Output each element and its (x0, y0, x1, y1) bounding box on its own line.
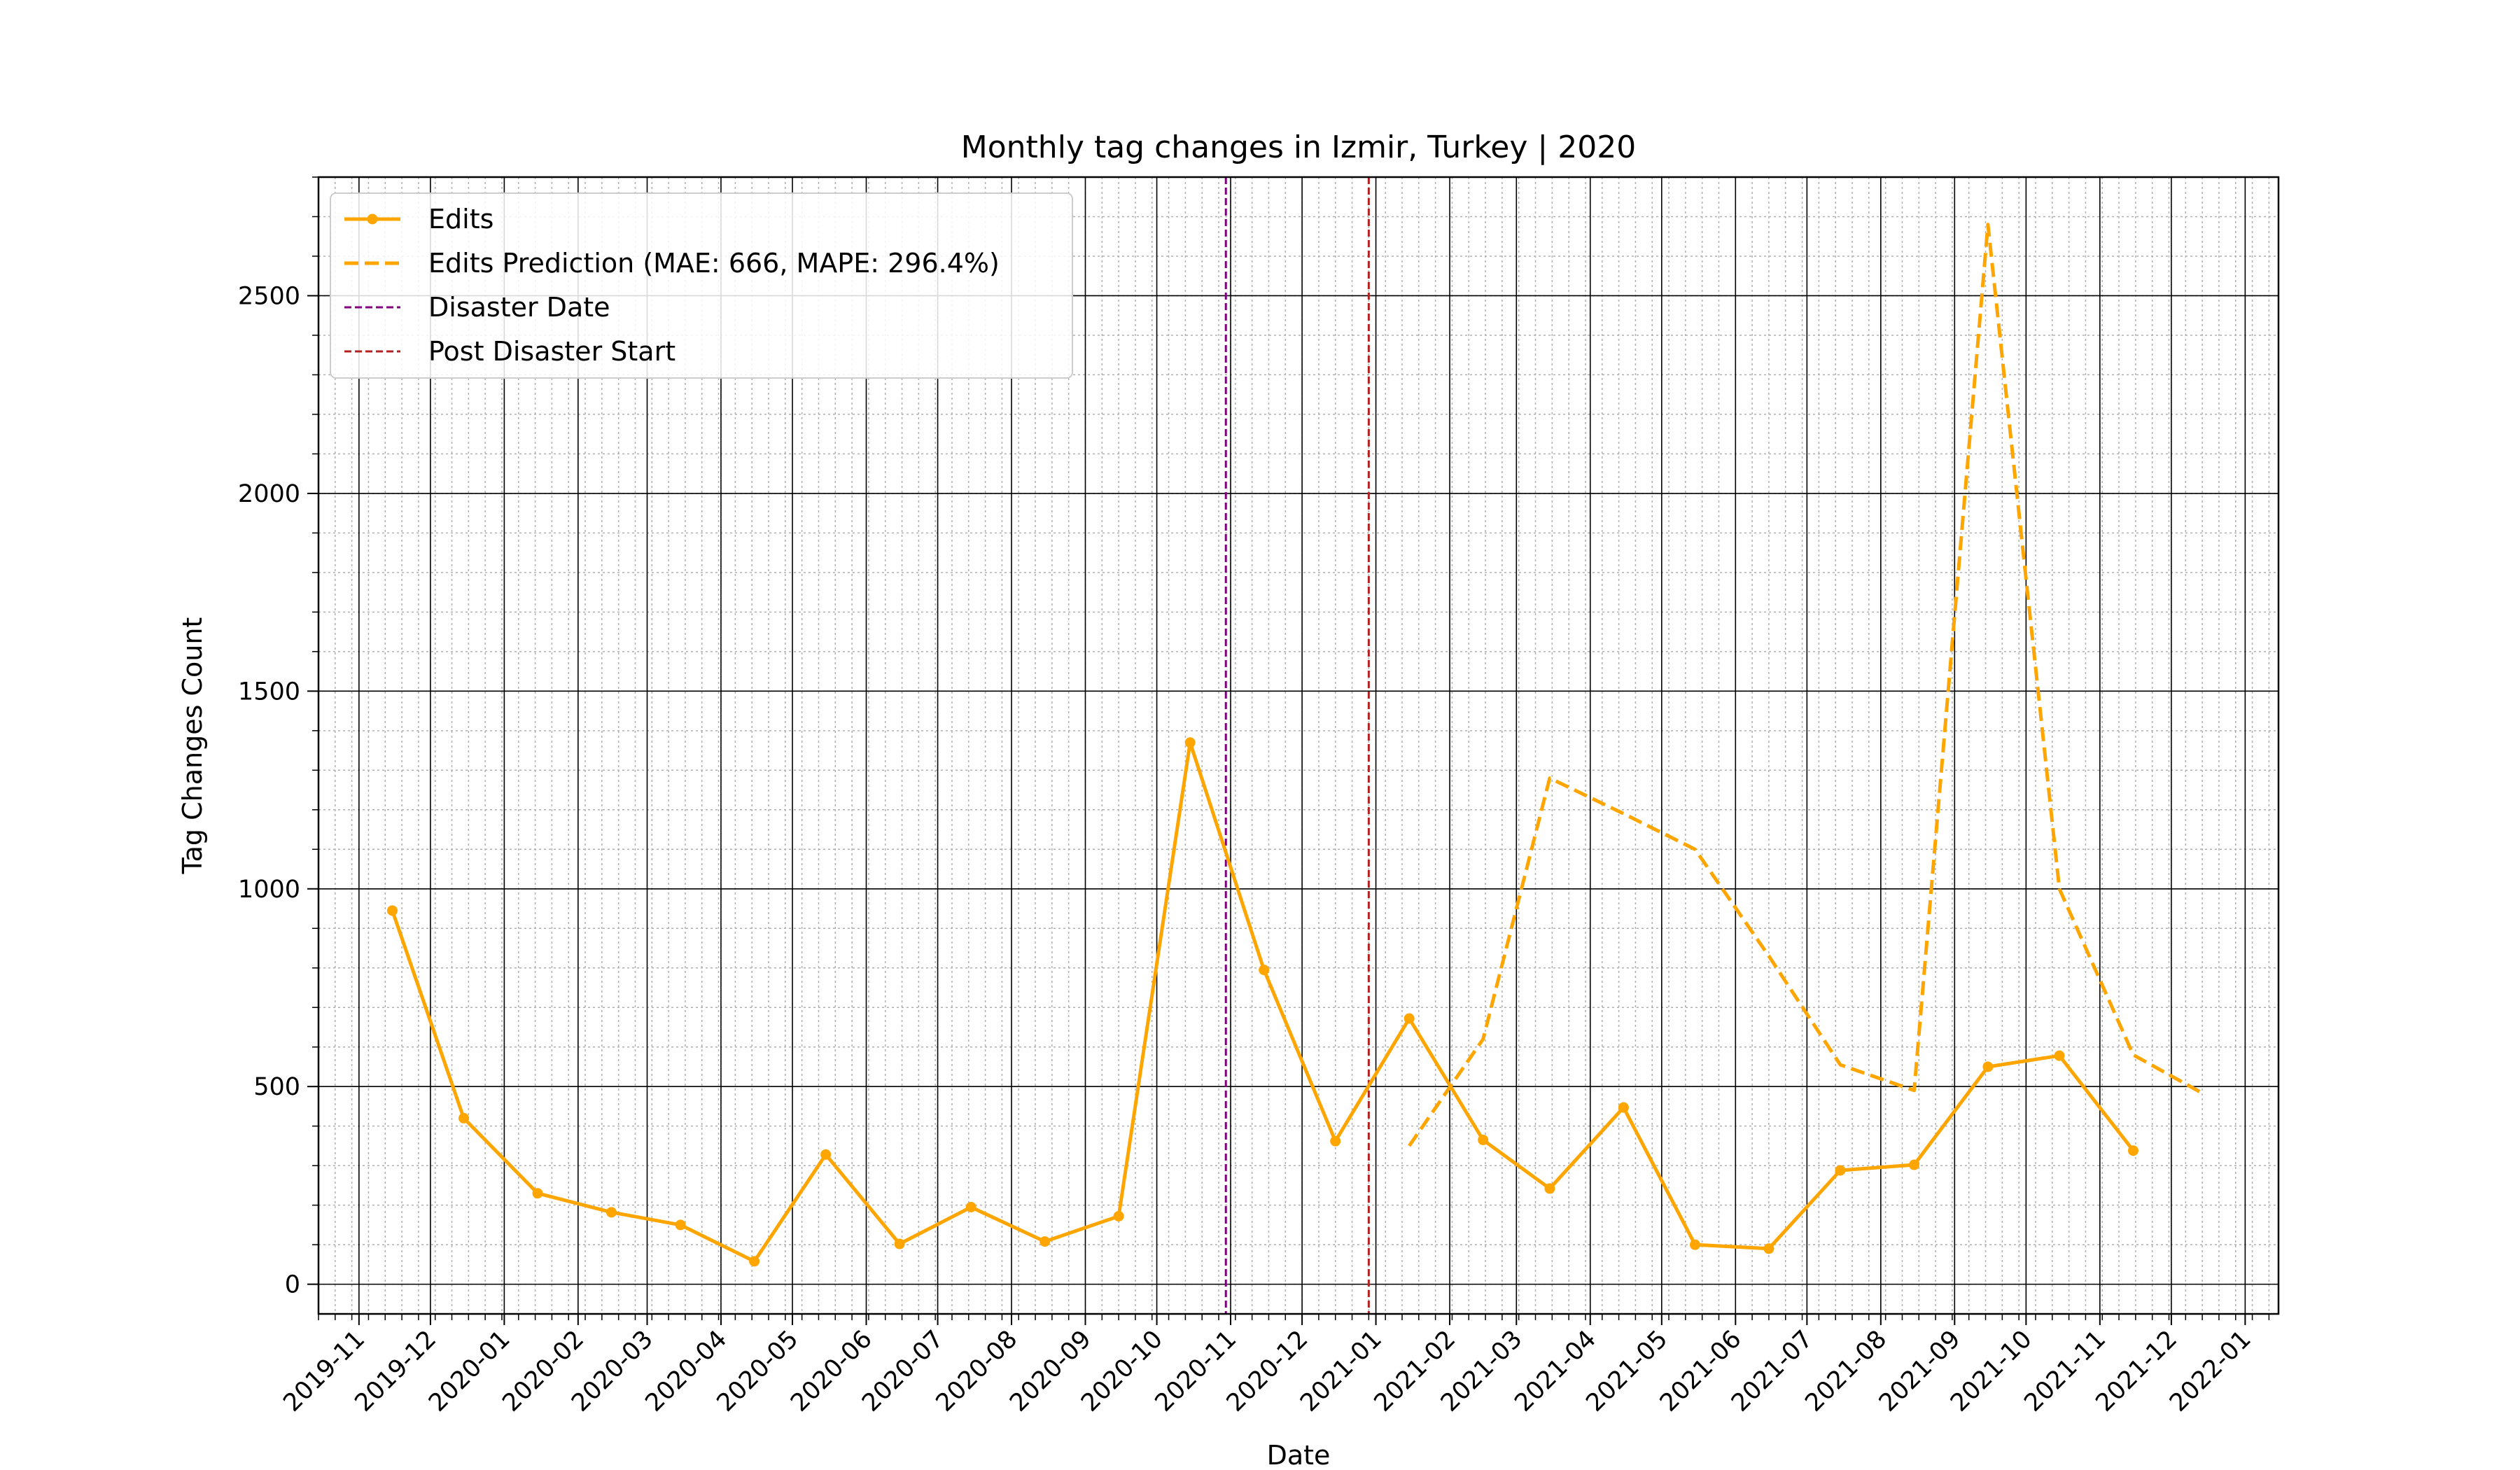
reference-lines (1224, 177, 1370, 1314)
data-point-edits (1478, 1134, 1489, 1145)
data-point-edits (1259, 965, 1270, 976)
data-point-edits (2127, 1145, 2138, 1156)
data-point-edits (1908, 1159, 1919, 1170)
y-tick-label: 500 (253, 1073, 300, 1101)
data-point-edits (1040, 1236, 1051, 1247)
data-point-edits (532, 1188, 543, 1199)
data-point-edits (965, 1201, 976, 1212)
legend-marker-edits (367, 214, 378, 225)
data-point-edits (1835, 1165, 1846, 1176)
legend: Edits Edits Prediction (MAE: 666, MAPE: 2… (330, 192, 1073, 379)
y-tick-label: 2000 (238, 480, 300, 508)
y-axis-label: Tag Changes Count (177, 617, 208, 875)
series-line-edits-prediction (1408, 223, 2206, 1147)
data-point-edits (1330, 1135, 1341, 1147)
data-point-edits (820, 1149, 832, 1160)
data-point-edits (749, 1256, 760, 1267)
data-point-edits (1113, 1210, 1124, 1222)
chart-title: Monthly tag changes in Izmir, Turkey | 2… (961, 130, 1636, 165)
data-point-edits (1618, 1102, 1629, 1113)
y-tick-label: 1500 (238, 678, 300, 706)
x-axis-label: Date (1267, 1440, 1331, 1470)
data-point-edits (458, 1112, 470, 1124)
legend-box (330, 192, 1073, 379)
legend-label-edits: Edits (428, 204, 493, 234)
data-point-edits (894, 1238, 905, 1250)
legend-label-post-disaster-start: Post Disaster Start (428, 336, 676, 367)
data-point-edits (2054, 1050, 2065, 1061)
data-point-edits (1763, 1243, 1774, 1254)
data-point-edits (1404, 1013, 1415, 1024)
legend-label-edits-prediction: Edits Prediction (MAE: 666, MAPE: 296.4%… (428, 248, 1000, 279)
data-point-edits (675, 1219, 686, 1231)
data-point-edits (386, 905, 398, 916)
y-tick-label: 1000 (238, 876, 300, 904)
data-point-edits (1689, 1239, 1700, 1250)
data-point-edits (1982, 1061, 1994, 1072)
data-point-edits (606, 1207, 617, 1218)
data-point-edits (1544, 1183, 1555, 1194)
data-point-edits (1184, 737, 1196, 748)
legend-label-disaster-date: Disaster Date (428, 292, 610, 323)
y-tick-label: 0 (285, 1271, 300, 1299)
series-layer (386, 223, 2206, 1267)
plot-frame (317, 176, 2280, 1315)
y-tick-label: 2500 (238, 282, 300, 310)
